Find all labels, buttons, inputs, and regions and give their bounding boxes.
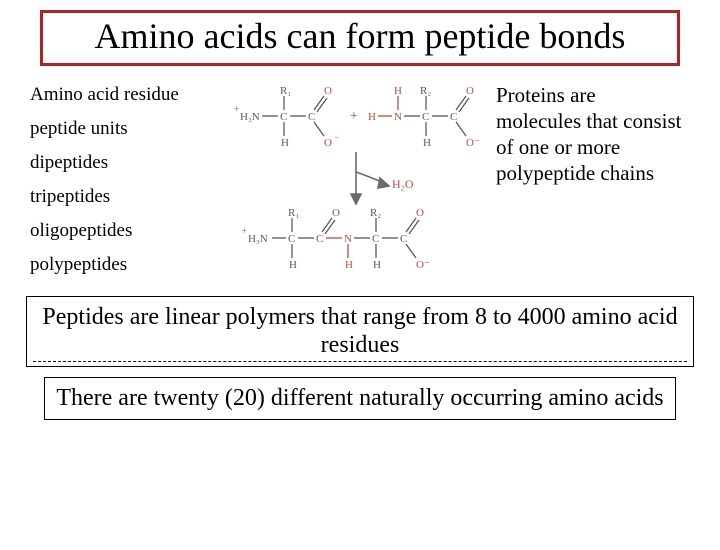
reaction-diagram: H₃N + C R₁ H C O O − + — [228, 80, 488, 290]
term-item: oligopeptides — [30, 220, 220, 242]
terms-list: Amino acid residue peptide units dipepti… — [30, 80, 220, 290]
svg-text:H: H — [345, 259, 353, 271]
right-description: Proteins are molecules that consist of o… — [496, 80, 686, 290]
svg-text:H: H — [368, 111, 376, 123]
term-item: tripeptides — [30, 186, 220, 208]
term-item: Amino acid residue — [30, 84, 220, 106]
svg-text:C: C — [280, 111, 287, 123]
svg-text:O: O — [416, 207, 424, 219]
svg-text:R₁: R₁ — [280, 85, 291, 97]
term-item: dipeptides — [30, 152, 220, 174]
svg-text:O: O — [324, 137, 332, 149]
svg-text:O: O — [466, 85, 474, 97]
svg-text:H: H — [289, 259, 297, 271]
svg-text:+: + — [350, 109, 358, 124]
svg-text:H₂O: H₂O — [392, 177, 414, 191]
content-row: Amino acid residue peptide units dipepti… — [30, 80, 700, 290]
svg-text:H₃N: H₃N — [248, 233, 268, 245]
term-item: polypeptides — [30, 254, 220, 276]
svg-text:C: C — [372, 233, 379, 245]
svg-text:H: H — [423, 137, 431, 149]
svg-text:+: + — [234, 104, 239, 114]
svg-text:O⁻: O⁻ — [466, 137, 480, 149]
term-item: peptide units — [30, 118, 220, 140]
svg-text:H: H — [281, 137, 289, 149]
peptide-bond-svg: H₃N + C R₁ H C O O − + — [228, 80, 488, 290]
svg-text:C: C — [288, 233, 295, 245]
svg-text:R₂: R₂ — [370, 207, 381, 219]
page-title: Amino acids can form peptide bonds — [51, 17, 669, 57]
footer-statement-1: Peptides are linear polymers that range … — [26, 296, 694, 368]
svg-text:O: O — [332, 207, 340, 219]
svg-text:C: C — [308, 111, 315, 123]
svg-text:−: − — [334, 132, 339, 142]
title-box: Amino acids can form peptide bonds — [40, 10, 680, 66]
svg-text:N: N — [344, 233, 352, 245]
svg-text:H: H — [394, 85, 402, 97]
svg-text:H: H — [373, 259, 381, 271]
svg-text:C: C — [450, 111, 457, 123]
svg-text:H₃N: H₃N — [240, 111, 260, 123]
svg-text:R₁: R₁ — [288, 207, 299, 219]
svg-text:N: N — [394, 111, 402, 123]
svg-text:C: C — [316, 233, 323, 245]
svg-text:C: C — [400, 233, 407, 245]
svg-text:O: O — [324, 85, 332, 97]
svg-text:+: + — [242, 226, 247, 236]
svg-text:R₂: R₂ — [420, 85, 431, 97]
svg-text:O⁻: O⁻ — [416, 259, 430, 271]
svg-text:C: C — [422, 111, 429, 123]
footer-statement-2: There are twenty (20) different naturall… — [44, 377, 676, 420]
